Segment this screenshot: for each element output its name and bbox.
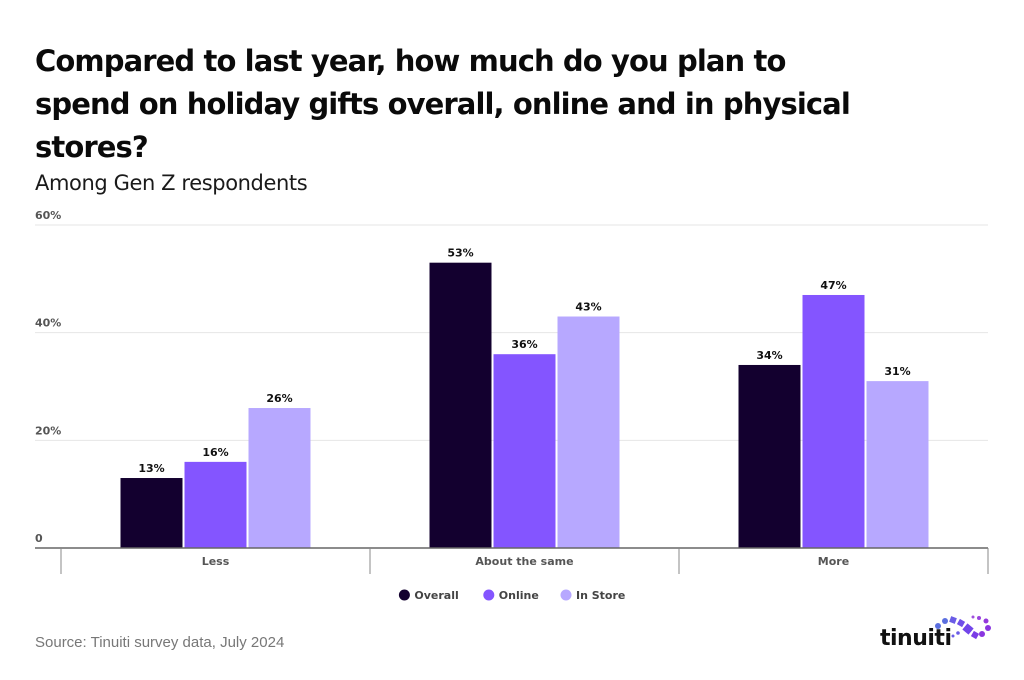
data-label: 31% — [884, 365, 910, 378]
data-label: 36% — [511, 338, 537, 351]
tinuiti-logo-text: tinuiti — [880, 626, 952, 651]
chart-title: Compared to last year, how much do you p… — [35, 44, 851, 164]
tinuiti-logo: tinuiti — [878, 612, 998, 662]
legend-label: In Store — [576, 589, 625, 602]
x-tick-label: More — [818, 555, 849, 568]
bar-in-store — [557, 316, 620, 548]
legend-label: Online — [499, 589, 539, 602]
y-tick-label: 40% — [35, 317, 61, 330]
bar-online — [493, 354, 556, 548]
legend-label: Overall — [414, 589, 458, 602]
tinuiti-logo-icon — [935, 615, 991, 640]
legend-marker — [398, 589, 410, 601]
chart-subtitle: Among Gen Z respondents — [35, 171, 308, 195]
bar-overall — [429, 262, 492, 548]
source-note: Source: Tinuiti survey data, July 2024 — [35, 634, 285, 651]
bar-overall — [120, 478, 183, 548]
bar-online — [802, 294, 865, 548]
data-label: 43% — [575, 301, 601, 314]
legend-marker — [560, 589, 572, 601]
data-label: 26% — [266, 392, 292, 405]
bar-chart: 0 20% 40% 60% 13% 16% 26% Less 53% 36% 43% About th… — [35, 209, 989, 602]
bar-overall — [738, 364, 801, 548]
y-tick-label: 60% — [35, 209, 61, 222]
data-label: 16% — [202, 446, 228, 459]
y-tick-label: 20% — [35, 424, 61, 437]
y-tick-label: 0 — [35, 532, 43, 545]
bar-in-store — [866, 381, 929, 548]
bar-online — [184, 461, 247, 548]
x-tick-label: Less — [202, 555, 230, 568]
data-label: 53% — [447, 247, 473, 260]
legend-marker — [483, 589, 495, 601]
data-label: 47% — [820, 279, 846, 292]
data-label: 34% — [756, 349, 782, 362]
data-label: 13% — [138, 462, 164, 475]
bar-in-store — [248, 408, 311, 548]
x-tick-label: About the same — [475, 555, 573, 568]
